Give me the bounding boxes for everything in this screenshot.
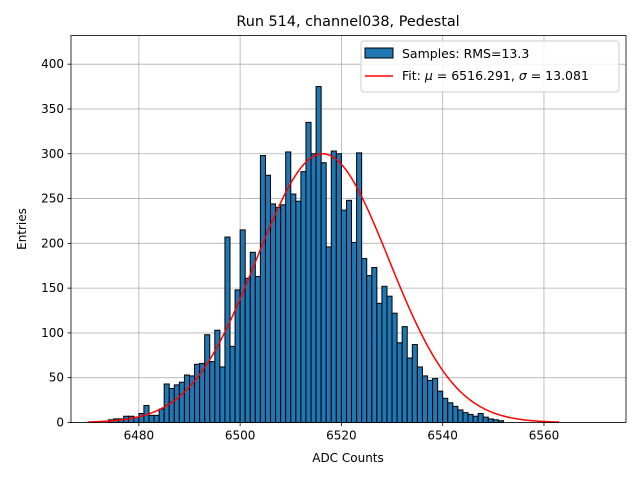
histogram-bar — [477, 413, 484, 423]
y-axis-ticks: 0 50 100 150 200 250 300 350 400 — [41, 57, 71, 430]
histogram-bar — [163, 383, 170, 423]
y-tick-label: 100 — [41, 326, 64, 340]
histogram-bar — [315, 86, 322, 423]
histogram-bar — [305, 121, 312, 423]
legend: Samples: RMS=13.3 Fit: μ = 6516.291, σ =… — [360, 40, 620, 93]
histogram-bar — [183, 374, 190, 424]
y-tick-label: 300 — [41, 147, 64, 161]
histogram-bar — [452, 405, 459, 423]
histogram-bar — [194, 363, 201, 424]
histogram-bar — [229, 345, 236, 423]
legend-box — [360, 40, 620, 93]
histogram-bar — [254, 275, 261, 423]
y-tick-label: 400 — [41, 57, 64, 71]
histogram-bar — [482, 416, 489, 423]
x-axis-ticks: 6480 6500 6520 6540 6560 — [124, 422, 560, 443]
y-tick-label: 0 — [56, 416, 64, 430]
histogram-bar — [295, 200, 302, 423]
histogram-bar — [351, 241, 358, 423]
gaussian-fit-curve — [88, 152, 560, 423]
histogram-bar — [416, 366, 423, 424]
x-axis-label: ADC Counts — [312, 451, 384, 465]
histogram-bar — [244, 277, 251, 424]
histogram-bar — [340, 209, 347, 423]
histogram-bar — [264, 174, 272, 423]
histogram-bar — [330, 150, 337, 423]
histogram-bar — [168, 387, 175, 424]
histogram-bar — [406, 357, 413, 423]
chart-title: Run 514, channel038, Pedestal — [236, 14, 459, 30]
histogram-bar — [492, 419, 499, 423]
histogram-bar — [173, 384, 180, 423]
histogram-bar — [290, 193, 297, 423]
histogram-bar — [249, 251, 256, 423]
histogram-bar — [467, 413, 474, 423]
histogram-bar — [178, 381, 185, 423]
histogram-bar — [472, 415, 479, 423]
histogram-bar — [396, 342, 403, 424]
histogram-bar — [426, 379, 434, 424]
histogram-bar — [437, 390, 444, 424]
histogram-bar — [300, 171, 307, 423]
histogram-bar — [310, 153, 317, 423]
legend-fit-sigma-symbol: σ — [519, 68, 528, 83]
histogram-bar — [320, 162, 327, 423]
histogram-bar — [386, 295, 393, 423]
histogram-bar — [371, 267, 378, 424]
histogram-bar — [421, 375, 428, 423]
histogram-bar — [411, 344, 418, 423]
histogram-bar — [275, 207, 282, 423]
x-tick-label: 6540 — [427, 429, 458, 443]
x-tick-label: 6560 — [529, 429, 560, 443]
histogram-bar — [239, 229, 246, 423]
y-tick-label: 150 — [41, 281, 64, 295]
y-tick-label: 350 — [41, 102, 64, 116]
histogram-bar — [447, 402, 454, 423]
legend-samples-swatch — [364, 47, 394, 59]
histogram-bar — [381, 285, 388, 424]
plot-frame — [70, 35, 627, 423]
histogram-bar — [376, 302, 383, 423]
legend-fit-mu-symbol: μ — [424, 68, 433, 83]
histogram-bar — [325, 246, 332, 423]
histogram-bar — [219, 366, 226, 424]
histogram-bar — [280, 204, 287, 423]
legend-samples-label: Samples: RMS=13.3 — [402, 46, 529, 61]
legend-fit-prefix: Fit: — [402, 68, 425, 83]
histogram-bar — [432, 378, 439, 423]
histogram-bar — [335, 153, 342, 423]
histogram-bars — [107, 86, 504, 424]
y-tick-label: 250 — [41, 192, 64, 206]
legend-fit-mu-value: = 6516.291, — [433, 68, 519, 83]
histogram-bar — [366, 275, 373, 424]
legend-fit-label: Fit: μ = 6516.291, σ = 13.081 — [402, 68, 589, 83]
histogram-bar — [209, 361, 216, 424]
x-tick-label: 6500 — [225, 429, 256, 443]
histogram-bar — [401, 326, 408, 424]
x-tick-label: 6480 — [124, 429, 155, 443]
y-axis-label: Entries — [15, 208, 29, 250]
histogram-bar — [442, 397, 449, 423]
y-tick-label: 50 — [49, 371, 64, 385]
histogram-bar — [153, 414, 160, 424]
histogram-bar — [270, 203, 277, 423]
histogram-bar — [457, 409, 464, 424]
y-tick-label: 200 — [41, 236, 64, 250]
histogram-bar — [158, 408, 165, 423]
histogram-bar — [148, 414, 155, 424]
histogram-bar — [487, 418, 494, 423]
histogram-bar — [204, 334, 211, 424]
histogram-bar — [356, 152, 363, 424]
histogram-bar — [391, 312, 398, 424]
histogram-bar — [345, 199, 353, 423]
histogram-bar — [259, 155, 266, 424]
histogram-bar — [361, 258, 368, 423]
x-tick-label: 6520 — [326, 429, 357, 443]
histogram-bar — [462, 412, 469, 424]
legend-fit-sigma-value: = 13.081 — [527, 68, 589, 83]
